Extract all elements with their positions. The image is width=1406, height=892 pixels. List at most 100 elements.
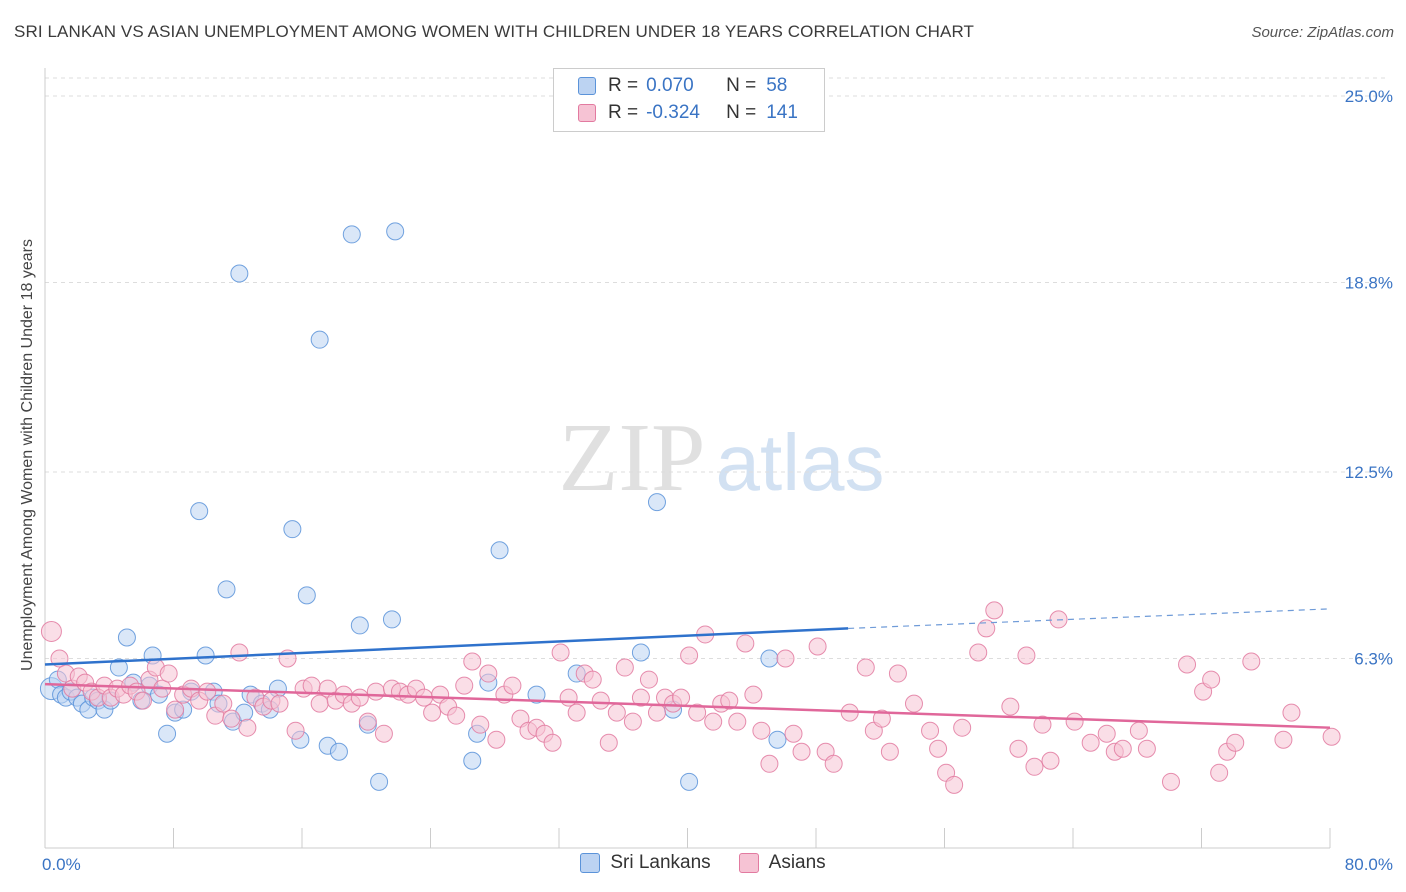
legend-row-sri-lankans: R = 0.070 N = 58 [554, 73, 787, 99]
data-point [776, 649, 795, 668]
data-point [1282, 703, 1301, 722]
data-point [1178, 655, 1197, 674]
data-point [423, 703, 442, 722]
data-point [1129, 721, 1148, 740]
y-tick-label: 25.0% [1345, 87, 1393, 106]
x-tick-labels: 0.0% 80.0% [42, 855, 1393, 874]
data-point [1017, 646, 1036, 665]
data-point [166, 700, 185, 719]
y-tick-labels: 6.3% 12.5% 18.8% 25.0% [1345, 87, 1393, 668]
data-point [238, 718, 257, 737]
data-point [728, 712, 747, 731]
data-point [1202, 670, 1221, 689]
data-point [447, 706, 466, 725]
data-point [302, 676, 321, 695]
data-point [551, 643, 570, 662]
data-point [310, 330, 329, 349]
data-point [1001, 697, 1020, 716]
data-point [109, 658, 128, 677]
data-point [471, 715, 490, 734]
data-point [1097, 724, 1116, 743]
data-point [672, 688, 691, 707]
data-point [350, 688, 369, 707]
data-point [1242, 652, 1261, 671]
data-point [744, 685, 763, 704]
data-point [310, 694, 329, 713]
data-point [760, 649, 779, 668]
data-point [370, 772, 389, 791]
data-point [599, 733, 618, 752]
data-point [1226, 733, 1245, 752]
data-point [159, 664, 178, 683]
data-point [1081, 733, 1100, 752]
legend-r-label: R = [608, 102, 639, 123]
correlation-legend: R = 0.070 N = 58 R = -0.324 N = 141 [553, 68, 825, 132]
data-point [623, 712, 642, 731]
data-point [190, 502, 209, 521]
data-point [615, 658, 634, 677]
data-point [792, 742, 811, 761]
data-point [527, 685, 546, 704]
grid-lines [45, 77, 1388, 660]
data-point [688, 703, 707, 722]
x-tick-label: 80.0% [1345, 855, 1393, 874]
trend-lines [44, 608, 1331, 729]
legend-row-asians: R = -0.324 N = 141 [554, 100, 798, 126]
data-point [1113, 739, 1132, 758]
legend-n-label: N = [726, 102, 757, 123]
data-point [503, 676, 522, 695]
data-point [904, 694, 923, 713]
data-point [455, 676, 474, 695]
data-point [872, 709, 891, 728]
data-point [888, 664, 907, 683]
data-point [680, 646, 699, 665]
x-tick-label: 0.0% [42, 855, 81, 874]
data-point [856, 658, 875, 677]
data-point [985, 601, 1004, 620]
data-point [1065, 712, 1084, 731]
data-point [40, 620, 62, 642]
data-point [631, 688, 650, 707]
data-point [342, 225, 361, 244]
trend-line-sri-lankans-extension [848, 608, 1331, 630]
data-point [329, 742, 348, 761]
data-point [1322, 727, 1341, 746]
data-point [1033, 715, 1052, 734]
data-point [1210, 763, 1229, 782]
data-point [1041, 751, 1060, 770]
data-point [386, 222, 405, 241]
data-point [977, 619, 996, 638]
data-point [921, 721, 940, 740]
data-point [760, 754, 779, 773]
data-point [1161, 772, 1180, 791]
data-point [720, 691, 739, 710]
data-point [953, 718, 972, 737]
data-point [366, 682, 385, 701]
data-point [283, 520, 302, 539]
watermark-atlas: atlas [716, 418, 885, 507]
legend-swatch-sri-lankans [578, 77, 596, 95]
trend-line-asians [44, 682, 1331, 729]
data-point [680, 772, 699, 791]
data-point [463, 751, 482, 770]
y-tick-label: 18.8% [1345, 274, 1393, 293]
data-point [543, 733, 562, 752]
data-point [567, 703, 586, 722]
data-point [196, 646, 215, 665]
series-asians [40, 601, 1341, 794]
data-point [479, 664, 498, 683]
data-point [230, 643, 249, 662]
data-point [969, 643, 988, 662]
data-point [559, 688, 578, 707]
legend-swatch-sri-lankans [580, 853, 601, 873]
chart-title: SRI LANKAN VS ASIAN UNEMPLOYMENT AMONG W… [14, 22, 975, 41]
data-point [631, 643, 650, 662]
data-point [880, 742, 899, 761]
source-label: Source: ZipAtlas.com [1251, 24, 1394, 41]
data-point [230, 264, 249, 283]
data-point [117, 628, 136, 647]
data-point [158, 724, 177, 743]
data-point [808, 637, 827, 656]
y-tick-label: 6.3% [1354, 650, 1393, 669]
data-point [133, 691, 152, 710]
